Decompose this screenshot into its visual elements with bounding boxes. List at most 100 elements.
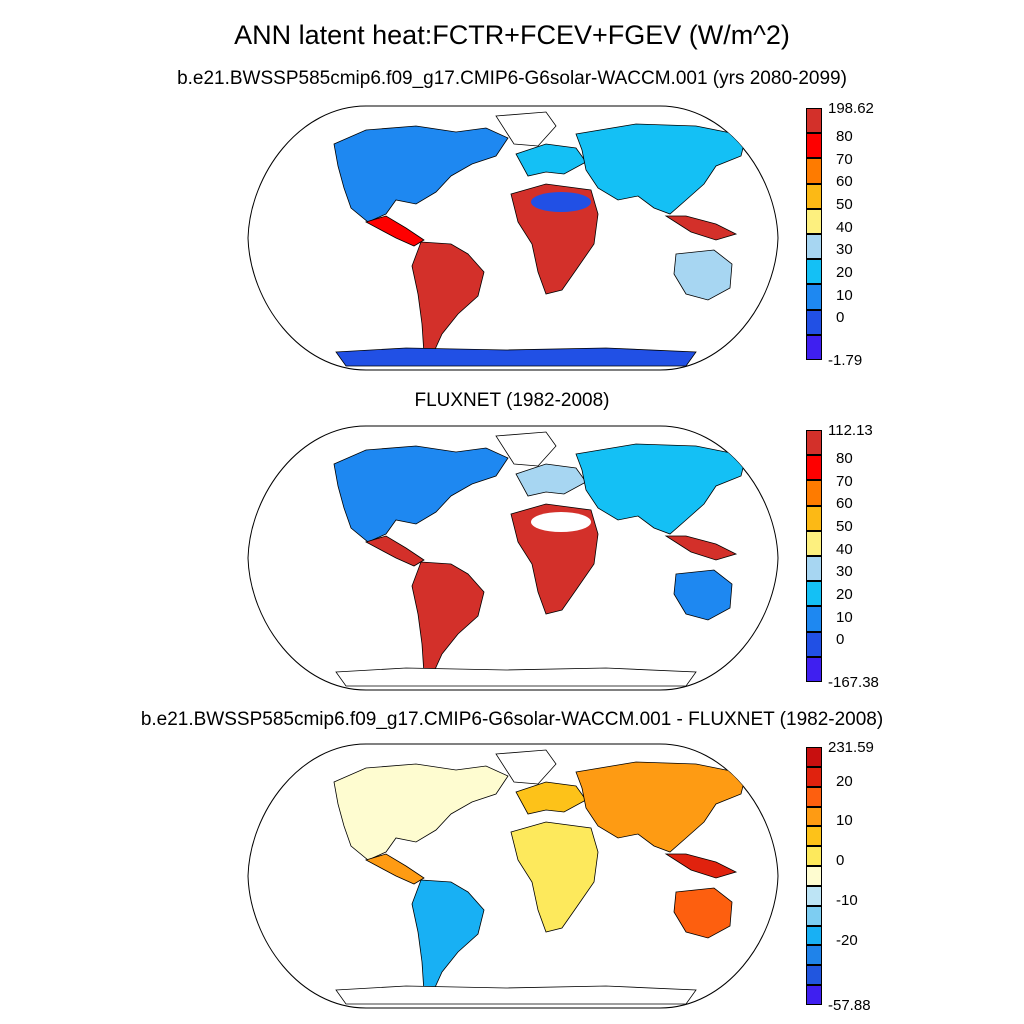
colorbar-box xyxy=(806,846,822,867)
colorbar-label: -167.38 xyxy=(828,674,879,691)
colorbar-box xyxy=(806,631,822,657)
colorbar-label: 10 xyxy=(836,812,853,830)
continent-europe xyxy=(515,143,587,177)
continent-camerica xyxy=(364,215,425,247)
colorbar-box xyxy=(806,334,822,360)
panel-3-title: b.e21.BWSSP585cmip6.f09_g17.CMIP6-G6sola… xyxy=(140,709,884,730)
continent-africa xyxy=(510,503,599,615)
continent-seasia xyxy=(664,535,738,561)
continent-samerica xyxy=(411,879,485,995)
colorbar-box xyxy=(806,786,822,807)
colorbar-label: 0 xyxy=(836,309,845,327)
colorbar-box xyxy=(806,309,822,335)
colorbar-box xyxy=(806,826,822,847)
colorbar-box xyxy=(806,747,822,767)
colorbar-label: -57.88 xyxy=(828,997,871,1014)
colorbar-label: 70 xyxy=(836,472,853,490)
continent-europe xyxy=(515,781,587,815)
colorbar-box xyxy=(806,259,822,285)
colorbar-box xyxy=(806,108,822,134)
continent-namerica xyxy=(333,125,509,223)
colorbar-box xyxy=(806,455,822,481)
continent-samerica xyxy=(411,241,485,357)
colorbar-label: 40 xyxy=(836,540,853,558)
continent-greenland xyxy=(495,431,557,467)
continent-europe xyxy=(515,463,587,497)
panel-3-colorbar: 231.59 20 10 0 -10 -20 -57.88 xyxy=(806,739,896,1014)
continent-antarctica xyxy=(335,347,697,367)
continent-asia xyxy=(575,443,747,535)
panel-2-title: FLUXNET (1982-2008) xyxy=(414,390,610,411)
continent-samerica xyxy=(411,561,485,677)
colorbar-label: 20 xyxy=(836,586,853,604)
colorbar-label: 70 xyxy=(836,150,853,168)
panel-1-title: b.e21.BWSSP585cmip6.f09_g17.CMIP6-G6sola… xyxy=(177,68,847,89)
continent-asia xyxy=(575,123,747,215)
colorbar-label: -1.79 xyxy=(828,352,863,369)
colorbar-box xyxy=(806,284,822,310)
colorbar-box xyxy=(806,158,822,184)
colorbar-label: 80 xyxy=(836,127,853,145)
colorbar-box xyxy=(806,183,822,209)
colorbar-box xyxy=(806,885,822,906)
map-land xyxy=(333,111,747,367)
continent-antarctica xyxy=(335,985,697,1005)
colorbar-label: 10 xyxy=(836,286,853,304)
continent-australia xyxy=(673,887,733,939)
figure-title: ANN latent heat:FCTR+FCEV+FGEV (W/m^2) xyxy=(234,20,790,50)
continent-namerica xyxy=(333,763,509,861)
continent-seasia xyxy=(664,853,738,879)
colorbar-box xyxy=(806,480,822,506)
continent-australia xyxy=(673,249,733,301)
colorbar-box xyxy=(806,925,822,946)
colorbar-label: 60 xyxy=(836,495,853,513)
colorbar-label: -20 xyxy=(836,931,858,949)
colorbar-label: -10 xyxy=(836,891,858,909)
colorbar-box xyxy=(806,985,822,1005)
continent-africa xyxy=(510,821,599,933)
panel-2-colorbar: 112.13 80 70 60 50 40 30 20 10 0 -167.38 xyxy=(806,422,896,691)
colorbar-box xyxy=(806,806,822,827)
continent-camerica xyxy=(364,535,425,567)
colorbar-box xyxy=(806,766,822,787)
colorbar-box xyxy=(806,965,822,986)
colorbar-label: 50 xyxy=(836,517,853,535)
colorbar-box xyxy=(806,234,822,260)
colorbar-box xyxy=(806,866,822,886)
colorbar-box xyxy=(806,430,822,456)
colorbar-label: 80 xyxy=(836,449,853,467)
colorbar-label: 30 xyxy=(836,241,853,259)
panel-2-map xyxy=(247,425,779,691)
colorbar-label: 231.59 xyxy=(828,739,874,756)
continent-australia xyxy=(673,569,733,621)
colorbar-label: 30 xyxy=(836,563,853,581)
continent-greenland xyxy=(495,749,557,785)
map-land xyxy=(333,749,747,1005)
colorbar-label: 112.13 xyxy=(828,422,873,439)
colorbar-box xyxy=(806,656,822,682)
colorbar-label: 10 xyxy=(836,608,853,626)
continent-asia xyxy=(575,761,747,853)
map-land xyxy=(333,431,747,687)
panel-1-colorbar: 198.62 80 70 60 50 40 30 20 10 0 -1.79 xyxy=(806,100,896,369)
continent-namerica xyxy=(333,445,509,543)
colorbar-label: 60 xyxy=(836,173,853,191)
colorbar-label: 0 xyxy=(836,631,845,649)
continent-antarctica xyxy=(335,667,697,687)
colorbar-label: 40 xyxy=(836,218,853,236)
colorbar-label: 20 xyxy=(836,264,853,282)
colorbar-box xyxy=(806,133,822,159)
panel-3-map xyxy=(247,743,779,1009)
continent-seasia xyxy=(664,215,738,241)
colorbar-label: 0 xyxy=(836,852,845,870)
colorbar-box xyxy=(806,606,822,632)
colorbar-box xyxy=(806,505,822,531)
colorbar-box xyxy=(806,905,822,926)
desert-region xyxy=(531,512,591,532)
colorbar-label: 198.62 xyxy=(828,100,874,117)
continent-camerica xyxy=(364,853,425,885)
colorbar-label: 50 xyxy=(836,195,853,213)
continent-greenland xyxy=(495,111,557,147)
desert-region xyxy=(531,192,591,212)
colorbar-box xyxy=(806,581,822,607)
